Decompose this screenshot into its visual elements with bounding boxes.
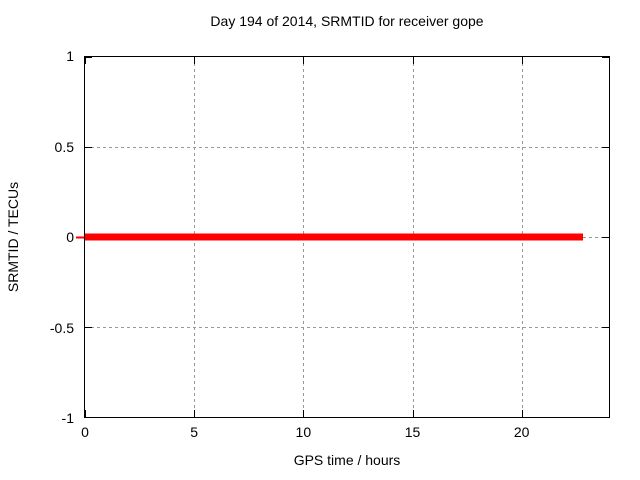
y-tick-mark-right [602, 327, 609, 328]
y-gridline [85, 327, 609, 328]
x-tick-label: 5 [190, 424, 199, 440]
x-tick-mark-top [521, 57, 523, 64]
x-tick-mark-bottom [85, 410, 86, 417]
x-tick-mark-top [194, 57, 196, 64]
y-tick-label: 1 [66, 48, 74, 64]
y-tick-mark-right [602, 237, 609, 238]
y-tick-label: 0.5 [54, 138, 74, 155]
y-tick-label: 0 [66, 229, 74, 245]
y-tick-mark-right [602, 147, 609, 148]
y-tick-mark-left [85, 327, 92, 328]
plot-area [76, 56, 610, 418]
x-tick-mark-top [412, 57, 414, 64]
x-tick-mark-bottom [521, 410, 523, 417]
y-tick-mark-right [602, 417, 609, 418]
x-tick-label: 15 [404, 424, 421, 440]
x-tick-mark-top [303, 57, 305, 64]
series-line [76, 233, 583, 241]
y-tick-label: -1 [61, 410, 74, 426]
y-gridline [85, 147, 609, 148]
x-tick-label: 10 [295, 424, 312, 440]
series-line-start-cap [76, 236, 84, 238]
x-tick-mark-bottom [303, 410, 305, 417]
x-tick-label: 0 [81, 424, 89, 440]
y-tick-mark-left [85, 417, 92, 418]
y-tick-mark-left [85, 147, 92, 148]
chart-title: Day 194 of 2014, SRMTID for receiver gop… [210, 13, 484, 29]
y-tick-mark-right [602, 57, 609, 58]
x-tick-mark-bottom [412, 410, 414, 417]
x-axis-title: GPS time / hours [293, 452, 401, 468]
y-tick-labels: 1 0.5 0 -0.5 -1 [0, 48, 74, 426]
y-tick-label: -0.5 [49, 319, 74, 336]
x-tick-labels: 0 5 10 15 20 [81, 424, 609, 442]
x-tick-mark-top [85, 57, 86, 64]
x-tick-label: 20 [513, 424, 530, 440]
y-tick-mark-left [85, 57, 92, 58]
x-tick-mark-bottom [194, 410, 196, 417]
